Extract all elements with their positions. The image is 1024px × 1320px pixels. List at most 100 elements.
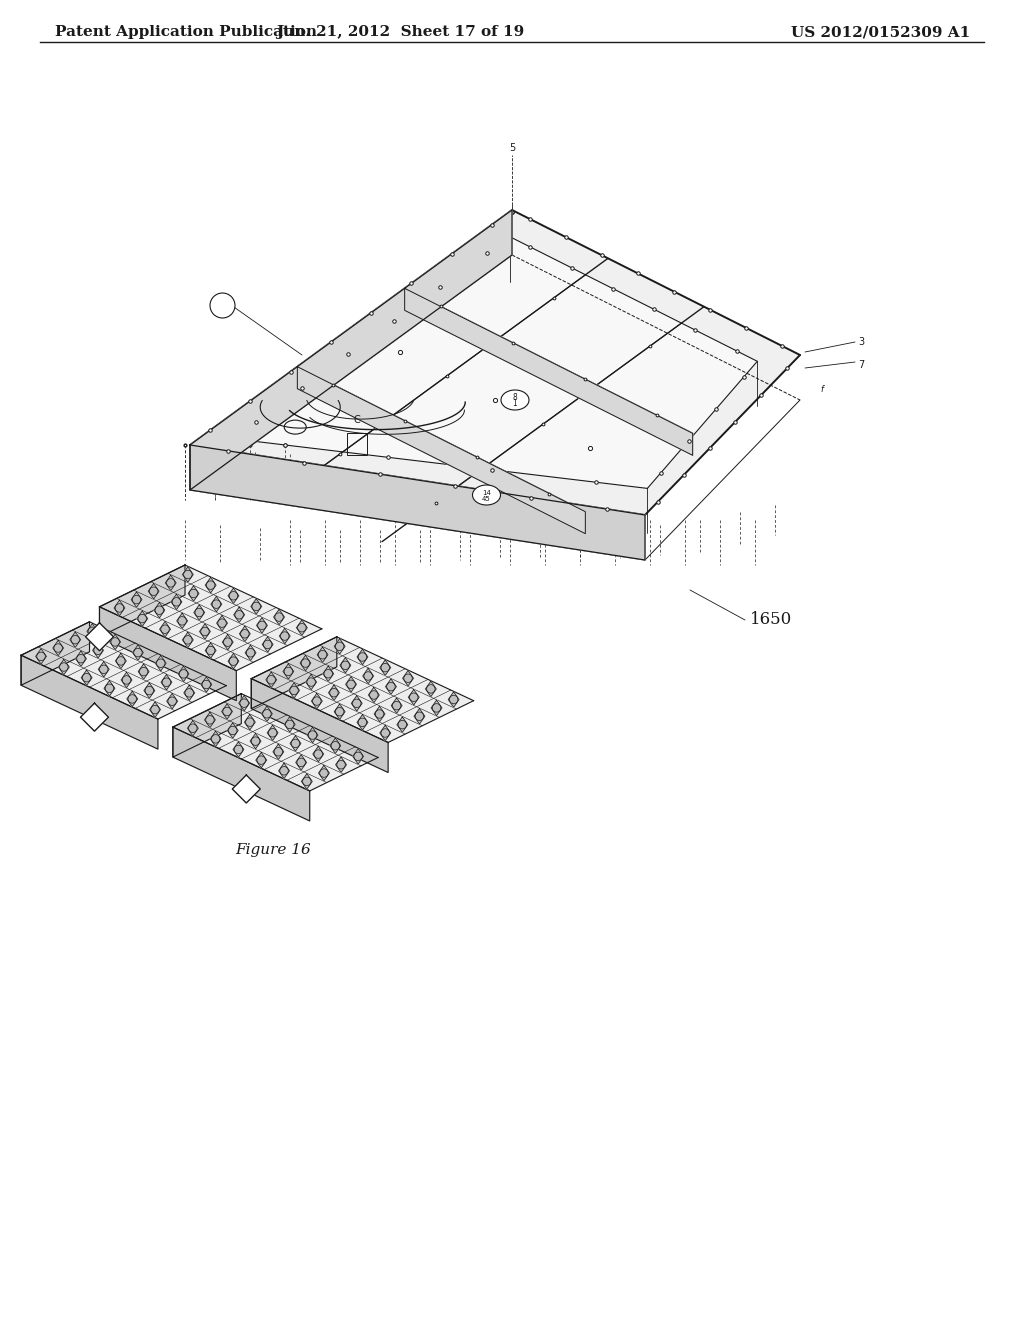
Polygon shape bbox=[81, 704, 109, 731]
Text: Patent Application Publication: Patent Application Publication bbox=[55, 25, 317, 40]
Polygon shape bbox=[233, 742, 244, 758]
Polygon shape bbox=[110, 634, 121, 649]
Polygon shape bbox=[311, 693, 323, 709]
Polygon shape bbox=[240, 626, 250, 642]
Polygon shape bbox=[297, 620, 307, 635]
Polygon shape bbox=[306, 675, 316, 690]
Polygon shape bbox=[386, 678, 396, 694]
Polygon shape bbox=[233, 607, 245, 623]
Polygon shape bbox=[261, 706, 272, 722]
Polygon shape bbox=[22, 655, 158, 748]
Polygon shape bbox=[173, 693, 378, 791]
Polygon shape bbox=[232, 775, 260, 803]
Polygon shape bbox=[425, 681, 436, 697]
Polygon shape bbox=[402, 671, 414, 686]
Polygon shape bbox=[340, 657, 351, 673]
Polygon shape bbox=[184, 685, 195, 701]
Text: 7: 7 bbox=[858, 360, 864, 370]
Polygon shape bbox=[114, 601, 125, 615]
Polygon shape bbox=[131, 591, 142, 607]
Polygon shape bbox=[323, 667, 334, 681]
Polygon shape bbox=[251, 678, 388, 772]
Polygon shape bbox=[217, 615, 227, 631]
Polygon shape bbox=[53, 640, 63, 656]
Polygon shape bbox=[404, 288, 692, 455]
Polygon shape bbox=[70, 632, 81, 647]
Polygon shape bbox=[182, 632, 194, 648]
Polygon shape bbox=[296, 755, 306, 770]
Polygon shape bbox=[221, 704, 232, 719]
Polygon shape bbox=[346, 677, 356, 692]
Polygon shape bbox=[116, 653, 126, 669]
Polygon shape bbox=[250, 734, 261, 748]
Polygon shape bbox=[317, 647, 328, 663]
Polygon shape bbox=[251, 636, 337, 709]
Polygon shape bbox=[85, 623, 114, 651]
Polygon shape bbox=[211, 597, 222, 612]
Polygon shape bbox=[227, 723, 239, 738]
Polygon shape bbox=[144, 682, 155, 698]
Polygon shape bbox=[228, 589, 239, 603]
Ellipse shape bbox=[501, 389, 529, 411]
Ellipse shape bbox=[472, 484, 501, 506]
Polygon shape bbox=[194, 605, 205, 620]
Polygon shape bbox=[92, 643, 103, 657]
Polygon shape bbox=[99, 565, 185, 636]
Polygon shape bbox=[245, 645, 256, 660]
Polygon shape bbox=[200, 624, 210, 639]
Text: 1: 1 bbox=[220, 298, 224, 304]
Polygon shape bbox=[297, 367, 586, 533]
Polygon shape bbox=[178, 667, 189, 681]
Polygon shape bbox=[81, 671, 92, 685]
Polygon shape bbox=[313, 746, 324, 762]
Polygon shape bbox=[336, 756, 346, 772]
Polygon shape bbox=[150, 702, 161, 717]
Text: 3: 3 bbox=[858, 337, 864, 347]
Polygon shape bbox=[171, 594, 182, 610]
Polygon shape bbox=[132, 645, 143, 660]
Polygon shape bbox=[357, 714, 368, 730]
Polygon shape bbox=[280, 628, 290, 644]
Polygon shape bbox=[257, 618, 267, 634]
Text: Jun. 21, 2012  Sheet 17 of 19: Jun. 21, 2012 Sheet 17 of 19 bbox=[275, 25, 524, 40]
Polygon shape bbox=[104, 681, 115, 696]
Polygon shape bbox=[307, 727, 317, 743]
Polygon shape bbox=[330, 738, 341, 754]
Polygon shape bbox=[290, 735, 301, 751]
Polygon shape bbox=[256, 752, 266, 768]
Polygon shape bbox=[58, 659, 70, 675]
Polygon shape bbox=[182, 566, 194, 582]
Polygon shape bbox=[334, 639, 345, 653]
Polygon shape bbox=[127, 692, 137, 706]
Polygon shape bbox=[273, 744, 284, 759]
Polygon shape bbox=[205, 713, 215, 727]
Polygon shape bbox=[76, 651, 86, 667]
Polygon shape bbox=[222, 635, 233, 649]
Polygon shape bbox=[205, 643, 216, 659]
Polygon shape bbox=[22, 622, 89, 685]
Polygon shape bbox=[210, 731, 221, 747]
Polygon shape bbox=[36, 648, 46, 664]
Polygon shape bbox=[160, 622, 170, 638]
Text: 5: 5 bbox=[509, 143, 515, 153]
Polygon shape bbox=[245, 714, 255, 730]
Polygon shape bbox=[374, 706, 385, 722]
Polygon shape bbox=[283, 664, 294, 678]
Polygon shape bbox=[121, 672, 132, 688]
Text: 1: 1 bbox=[513, 400, 517, 408]
Polygon shape bbox=[334, 704, 345, 719]
Polygon shape bbox=[369, 688, 379, 702]
Polygon shape bbox=[173, 693, 242, 758]
Polygon shape bbox=[188, 586, 199, 601]
Polygon shape bbox=[351, 696, 362, 711]
Polygon shape bbox=[362, 668, 374, 684]
Polygon shape bbox=[87, 623, 97, 639]
Polygon shape bbox=[262, 636, 273, 652]
Text: Figure 16: Figure 16 bbox=[234, 843, 310, 857]
Polygon shape bbox=[397, 717, 408, 733]
Polygon shape bbox=[267, 725, 279, 741]
Text: 1650: 1650 bbox=[750, 611, 793, 628]
Polygon shape bbox=[391, 698, 402, 713]
Polygon shape bbox=[99, 565, 322, 671]
Text: 14: 14 bbox=[482, 490, 490, 496]
